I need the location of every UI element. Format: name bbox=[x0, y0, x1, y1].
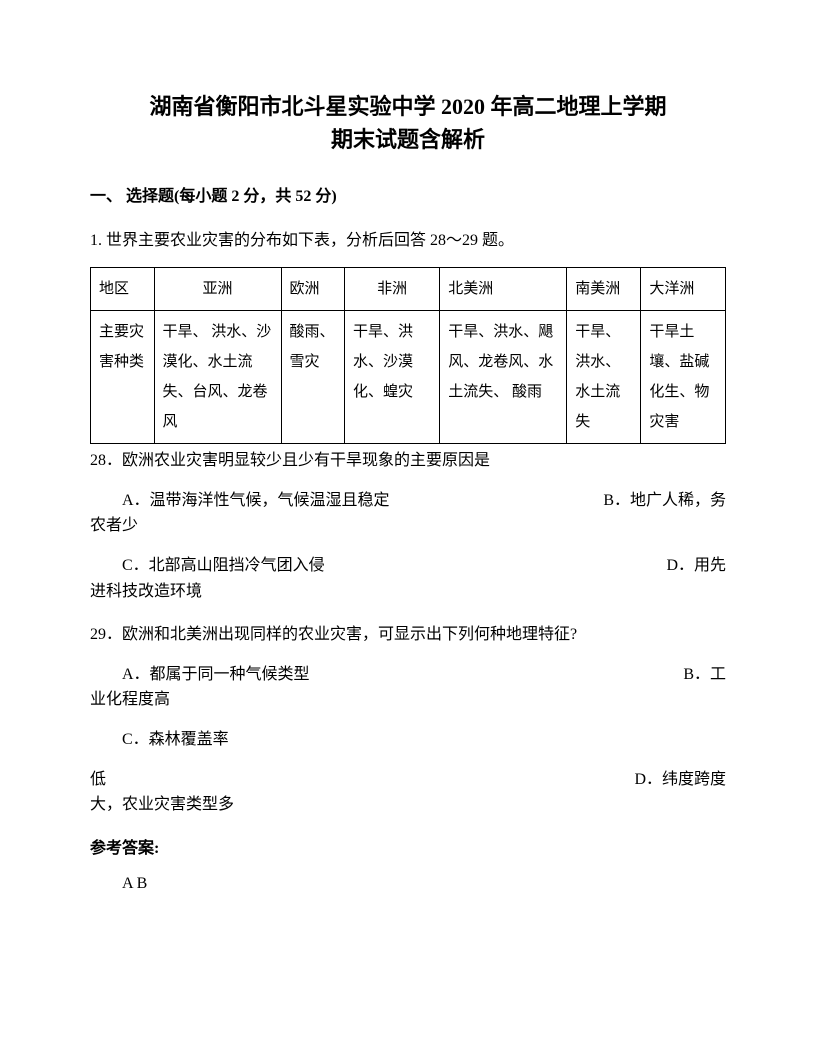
q28-stem: 28．欧洲农业灾害明显较少且少有干旱现象的主要原因是 bbox=[90, 448, 726, 474]
th-namerica: 北美洲 bbox=[440, 268, 567, 311]
q28-row-ab: A．温带海洋性气候，气候温湿且稳定 B．地广人稀，务 bbox=[90, 488, 726, 514]
th-africa: 非洲 bbox=[345, 268, 440, 311]
answer-text: A B bbox=[90, 871, 726, 897]
td-namerica: 干旱、洪水、飓风、龙卷风、水土流失、 酸雨 bbox=[440, 311, 567, 444]
th-samerica: 南美洲 bbox=[567, 268, 641, 311]
page-title: 湖南省衡阳市北斗星实验中学 2020 年高二地理上学期 期末试题含解析 bbox=[90, 90, 726, 156]
td-asia: 干旱、 洪水、沙漠化、水土流失、台风、龙卷风 bbox=[154, 311, 281, 444]
th-oceania: 大洋洲 bbox=[641, 268, 726, 311]
td-samerica: 干旱、洪水、水土流失 bbox=[567, 311, 641, 444]
th-region: 地区 bbox=[91, 268, 155, 311]
question-28: 28．欧洲农业灾害明显较少且少有干旱现象的主要原因是 A．温带海洋性气候，气候温… bbox=[90, 448, 726, 604]
th-asia: 亚洲 bbox=[154, 268, 281, 311]
q29-optD-cont: 大，农业灾害类型多 bbox=[90, 792, 726, 818]
question-intro: 1. 世界主要农业灾害的分布如下表，分析后回答 28～29 题。 bbox=[90, 228, 726, 254]
title-line1: 湖南省衡阳市北斗星实验中学 2020 年高二地理上学期 bbox=[149, 94, 666, 119]
q28-optD: D．用先 bbox=[666, 553, 726, 579]
title-line2: 期末试题含解析 bbox=[331, 127, 485, 152]
td-oceania: 干旱土壤、盐碱化生、物灾害 bbox=[641, 311, 726, 444]
q29-optC-cont: 低 bbox=[90, 767, 106, 793]
q29-optC: C．森林覆盖率 bbox=[90, 727, 726, 753]
section-heading: 一、 选择题(每小题 2 分，共 52 分) bbox=[90, 184, 726, 210]
q28-row-cd: C．北部高山阻挡冷气团入侵 D．用先 bbox=[90, 553, 726, 579]
td-label: 主要灾害种类 bbox=[91, 311, 155, 444]
disaster-table: 地区 亚洲 欧洲 非洲 北美洲 南美洲 大洋洲 主要灾害种类 干旱、 洪水、沙漠… bbox=[90, 267, 726, 444]
q29-optA: A．都属于同一种气候类型 bbox=[90, 662, 310, 688]
q28-optA: A．温带海洋性气候，气候温湿且稳定 bbox=[90, 488, 390, 514]
q29-optD: D．纬度跨度 bbox=[634, 767, 726, 793]
td-africa: 干旱、洪水、沙漠化、蝗灾 bbox=[345, 311, 440, 444]
q29-row-ab: A．都属于同一种气候类型 B．工 bbox=[90, 662, 726, 688]
question-29: 29．欧洲和北美洲出现同样的农业灾害，可显示出下列何种地理特征? A．都属于同一… bbox=[90, 622, 726, 818]
q28-optD-cont: 进科技改造环境 bbox=[90, 579, 726, 605]
q29-stem: 29．欧洲和北美洲出现同样的农业灾害，可显示出下列何种地理特征? bbox=[90, 622, 726, 648]
q28-optB: B．地广人稀，务 bbox=[603, 488, 726, 514]
q28-optB-cont: 农者少 bbox=[90, 513, 726, 539]
q28-optC: C．北部高山阻挡冷气团入侵 bbox=[90, 553, 325, 579]
q29-optB: B．工 bbox=[683, 662, 726, 688]
answer-label: 参考答案: bbox=[90, 836, 726, 862]
table-header-row: 地区 亚洲 欧洲 非洲 北美洲 南美洲 大洋洲 bbox=[91, 268, 726, 311]
q29-optB-cont: 业化程度高 bbox=[90, 687, 726, 713]
table-data-row: 主要灾害种类 干旱、 洪水、沙漠化、水土流失、台风、龙卷风 酸雨、雪灾 干旱、洪… bbox=[91, 311, 726, 444]
td-europe: 酸雨、雪灾 bbox=[281, 311, 345, 444]
th-europe: 欧洲 bbox=[281, 268, 345, 311]
q29-row-c-d: 低 D．纬度跨度 bbox=[90, 767, 726, 793]
